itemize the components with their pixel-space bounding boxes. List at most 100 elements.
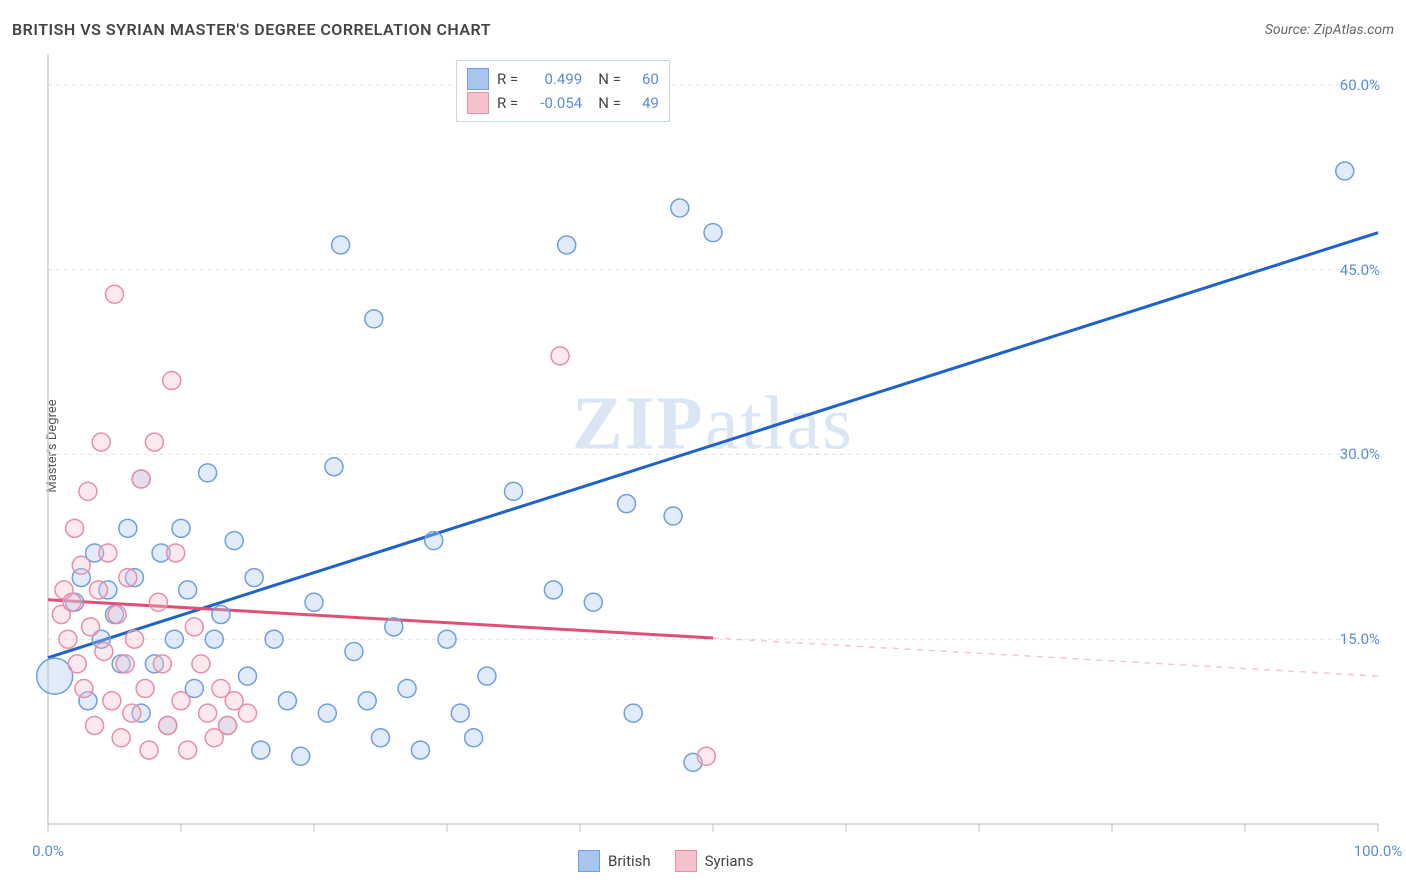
data-point [265, 630, 283, 648]
data-point [325, 458, 343, 476]
data-point [219, 716, 237, 734]
data-point [411, 741, 429, 759]
data-point [140, 741, 158, 759]
data-point [1336, 162, 1354, 180]
data-point [106, 285, 124, 303]
trend-line [48, 600, 713, 638]
data-point [192, 655, 210, 673]
n-label: N = [598, 67, 621, 91]
r-label: R = [497, 91, 518, 115]
data-point [72, 556, 90, 574]
data-point [149, 593, 167, 611]
data-point [478, 667, 496, 685]
data-point [86, 716, 104, 734]
trend-line [48, 233, 1378, 658]
x-tick-label: 100.0% [1354, 842, 1403, 860]
data-point [136, 679, 154, 697]
correlation-stats-box: R =0.499N =60R =-0.054N =49 [456, 60, 670, 122]
data-point [82, 618, 100, 636]
data-point [159, 716, 177, 734]
data-point [123, 704, 141, 722]
source-prefix: Source: [1265, 22, 1314, 38]
legend-item: Syrians [675, 850, 754, 872]
data-point [199, 704, 217, 722]
data-point [167, 544, 185, 562]
data-point [153, 655, 171, 673]
data-point [558, 236, 576, 254]
data-point [704, 224, 722, 242]
legend-item: British [578, 850, 651, 872]
data-point [205, 630, 223, 648]
n-label: N = [598, 91, 621, 115]
data-point [37, 658, 73, 694]
data-point [305, 593, 323, 611]
data-point [179, 581, 197, 599]
data-point [245, 569, 263, 587]
chart-title: BRITISH VS SYRIAN MASTER'S DEGREE CORREL… [12, 20, 491, 39]
data-point [172, 519, 190, 537]
data-point [358, 692, 376, 710]
data-point [212, 606, 230, 624]
data-point [292, 747, 310, 765]
data-point [544, 581, 562, 599]
data-point [239, 704, 257, 722]
y-tick-label: 60.0% [1340, 76, 1380, 94]
plot-area: ZIPatlas 15.0%30.0%45.0%60.0%0.0%100.0% [48, 54, 1378, 824]
data-point [112, 729, 130, 747]
data-point [438, 630, 456, 648]
n-value: 49 [629, 91, 659, 115]
data-point [199, 464, 217, 482]
legend-label: British [608, 852, 651, 870]
stats-row: R = -0.054 N = 49 [467, 91, 659, 115]
r-label: R = [497, 67, 518, 91]
data-point [165, 630, 183, 648]
data-point [385, 618, 403, 636]
y-tick-label: 45.0% [1340, 261, 1380, 279]
legend-swatch [467, 92, 489, 114]
data-point [505, 482, 523, 500]
data-point [332, 236, 350, 254]
data-point [451, 704, 469, 722]
data-point [79, 482, 97, 500]
data-point [551, 347, 569, 365]
data-point [697, 747, 715, 765]
data-point [95, 643, 113, 661]
data-point [664, 507, 682, 525]
data-point [425, 532, 443, 550]
data-point [103, 692, 121, 710]
data-point [239, 667, 257, 685]
series-legend: British Syrians [578, 850, 754, 872]
stats-row: R =0.499N =60 [467, 67, 659, 91]
data-point [75, 679, 93, 697]
data-point [252, 741, 270, 759]
data-point [225, 532, 243, 550]
data-point [671, 199, 689, 217]
x-tick-label: 0.0% [32, 842, 64, 860]
data-point [318, 704, 336, 722]
data-point [465, 729, 483, 747]
scatter-chart [48, 54, 1378, 824]
data-point [90, 581, 108, 599]
chart-header: BRITISH VS SYRIAN MASTER'S DEGREE CORREL… [12, 20, 1394, 39]
r-value: -0.054 [526, 91, 582, 115]
r-value: 0.499 [526, 67, 582, 91]
data-point [116, 655, 134, 673]
data-point [66, 519, 84, 537]
data-point [92, 433, 110, 451]
data-point [584, 593, 602, 611]
data-point [398, 679, 416, 697]
data-point [99, 544, 117, 562]
y-tick-label: 15.0% [1340, 630, 1380, 648]
data-point [163, 371, 181, 389]
data-point [125, 630, 143, 648]
data-point [278, 692, 296, 710]
data-point [179, 741, 197, 759]
data-point [145, 433, 163, 451]
chart-source: Source: ZipAtlas.com [1265, 22, 1394, 38]
data-point [108, 606, 126, 624]
data-point [345, 643, 363, 661]
data-point [624, 704, 642, 722]
data-point [119, 569, 137, 587]
legend-swatch [675, 850, 697, 872]
data-point [618, 495, 636, 513]
